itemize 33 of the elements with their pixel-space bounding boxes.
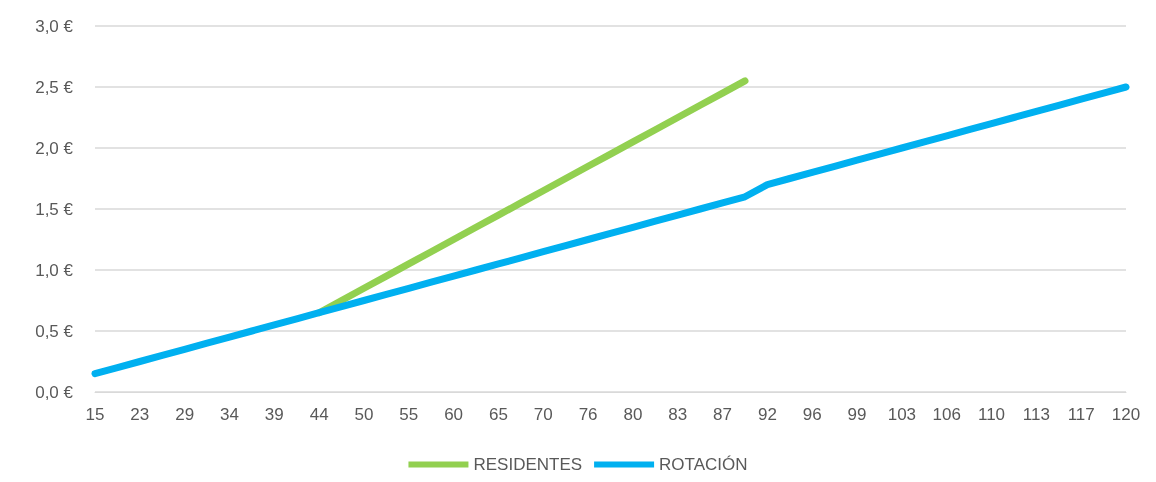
x-tick-label: 80	[623, 405, 643, 424]
x-tick-label: 44	[309, 405, 329, 424]
x-tick-label: 103	[887, 405, 917, 424]
x-tick-label: 29	[175, 405, 195, 424]
x-tick-label: 113	[1022, 405, 1050, 424]
x-tick-label: 65	[488, 405, 508, 424]
x-tick-label: 117	[1067, 405, 1095, 424]
x-tick-label: 50	[354, 405, 374, 424]
x-tick-label: 76	[578, 405, 598, 424]
legend-label: RESIDENTES	[473, 455, 583, 474]
x-tick-label: 55	[399, 405, 419, 424]
x-tick-label: 106	[932, 405, 961, 424]
y-tick-label: 2,5 €	[35, 77, 74, 97]
x-tick-label: 23	[130, 405, 150, 424]
x-tick-label: 39	[264, 405, 284, 424]
x-tick-label: 99	[847, 405, 867, 424]
x-tick-label: 110	[977, 405, 1006, 424]
x-tick-label: 34	[220, 405, 239, 424]
legend-label: ROTACIÓN	[659, 455, 748, 474]
y-tick-label: 3,0 €	[35, 16, 74, 36]
x-tick-label: 120	[1111, 405, 1141, 424]
y-tick-label: 0,5 €	[35, 321, 74, 341]
x-tick-label: 87	[713, 405, 733, 424]
y-tick-label: 1,0 €	[35, 260, 74, 280]
x-tick-label: 83	[668, 405, 688, 424]
x-tick-label: 70	[533, 405, 553, 424]
y-tick-label: 0,0 €	[35, 382, 74, 402]
y-tick-label: 2,0 €	[35, 138, 74, 158]
x-tick-label: 92	[757, 405, 777, 424]
x-tick-label: 60	[444, 405, 464, 424]
x-tick-label: 96	[802, 405, 822, 424]
y-tick-label: 1,5 €	[35, 199, 74, 219]
x-tick-label: 15	[85, 405, 105, 424]
